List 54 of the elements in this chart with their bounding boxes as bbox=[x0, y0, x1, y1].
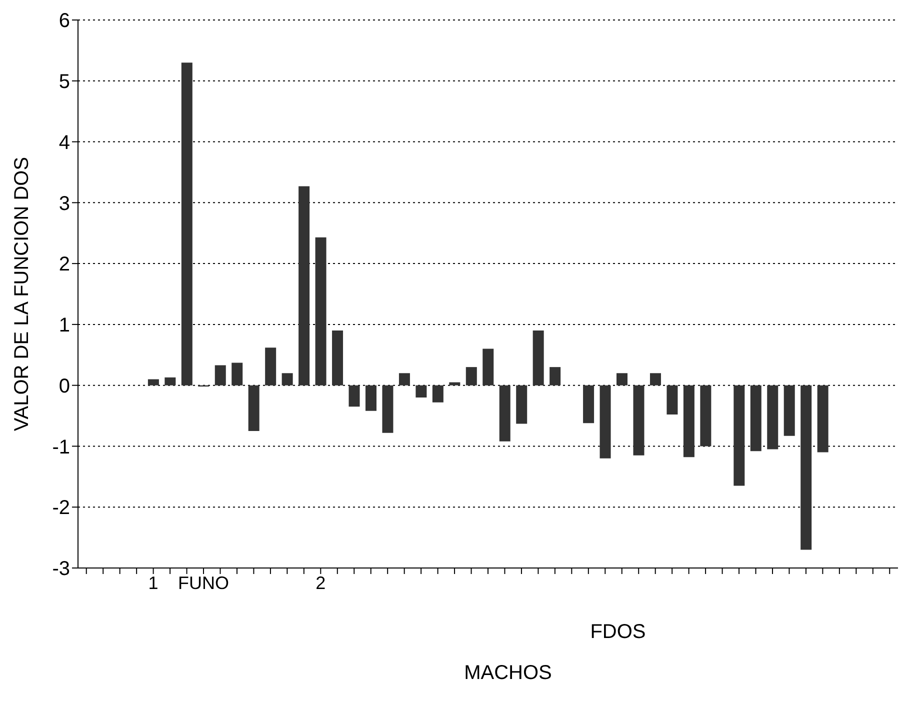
bar bbox=[449, 382, 460, 386]
x-tick-label: 1 bbox=[148, 572, 158, 593]
y-tick-label: -3 bbox=[52, 558, 70, 580]
bar bbox=[232, 362, 243, 386]
y-tick-label: 1 bbox=[58, 314, 70, 337]
bar bbox=[532, 330, 544, 386]
y-tick-label: -1 bbox=[52, 436, 70, 458]
bar bbox=[416, 385, 427, 398]
bar bbox=[398, 373, 410, 386]
y-tick-label: 6 bbox=[58, 10, 70, 32]
y-tick-label: 0 bbox=[58, 375, 70, 398]
bar bbox=[315, 237, 326, 386]
bar bbox=[164, 377, 176, 386]
bar bbox=[282, 373, 293, 386]
bar bbox=[750, 385, 762, 452]
bar bbox=[298, 186, 310, 386]
bar bbox=[734, 385, 745, 486]
y-tick-label: 5 bbox=[58, 70, 70, 93]
bar bbox=[348, 385, 360, 407]
y-axis-title: VALOR DE LA FUNCION DOS bbox=[11, 156, 34, 432]
bar bbox=[499, 385, 510, 442]
y-tick-label: -2 bbox=[52, 497, 70, 520]
bar bbox=[550, 367, 561, 386]
y-tick-label: 2 bbox=[58, 254, 70, 276]
bar bbox=[332, 330, 344, 386]
x-axis-title: FDOS bbox=[590, 621, 646, 643]
bar bbox=[616, 373, 628, 386]
y-tick-label: 3 bbox=[58, 192, 70, 215]
bar bbox=[181, 62, 192, 386]
bar bbox=[382, 385, 394, 433]
bar bbox=[214, 365, 226, 386]
bar bbox=[516, 385, 528, 424]
bar bbox=[700, 385, 712, 446]
bar bbox=[650, 373, 661, 386]
bar bbox=[767, 385, 778, 450]
y-tick-label: 4 bbox=[58, 132, 70, 154]
bar bbox=[482, 348, 494, 386]
bar bbox=[600, 385, 611, 458]
bar bbox=[800, 385, 812, 550]
bar bbox=[817, 385, 828, 452]
bar bbox=[583, 385, 594, 424]
bar bbox=[148, 379, 159, 386]
x-tick-label: FUNO bbox=[178, 572, 230, 593]
bar bbox=[683, 385, 694, 458]
bar bbox=[666, 385, 678, 415]
bar bbox=[633, 385, 644, 456]
bar bbox=[248, 385, 260, 431]
x-tick-label: 2 bbox=[316, 572, 326, 593]
text: MACHOS bbox=[463, 662, 553, 685]
bar bbox=[432, 385, 444, 402]
bar bbox=[365, 385, 376, 411]
bar bbox=[784, 385, 795, 436]
bar bbox=[265, 348, 276, 386]
bar bbox=[466, 367, 477, 386]
